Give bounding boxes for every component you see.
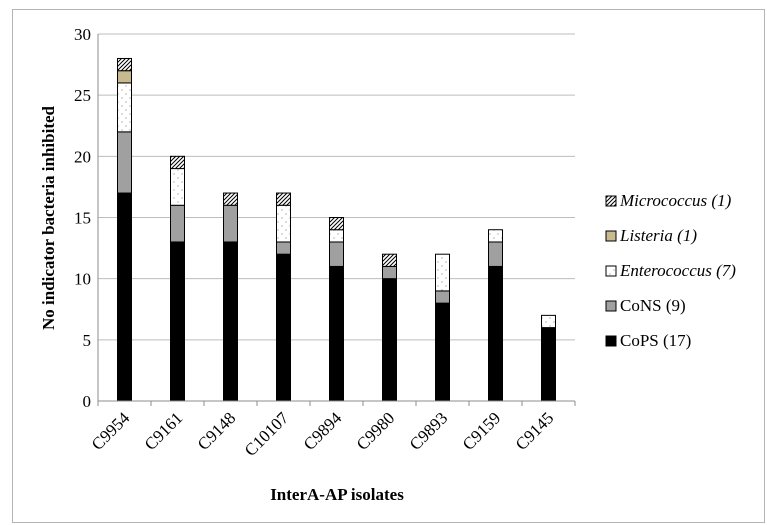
bar-segment-cops-c9159 bbox=[488, 265, 503, 402]
legend-label: CoNS (9) bbox=[620, 296, 686, 315]
bar-segment-micrococcus-c9161 bbox=[170, 155, 185, 170]
legend-label: Micrococcus (1) bbox=[619, 191, 732, 210]
x-tick-label: C9148 bbox=[194, 408, 239, 453]
bar-segment-cons-c9148 bbox=[223, 204, 238, 243]
bar-segment-cons-c9980 bbox=[382, 265, 397, 280]
chart-frame bbox=[12, 9, 765, 523]
legend-item-cops: CoPS (17) bbox=[605, 331, 691, 350]
x-tick-label: C10107 bbox=[241, 408, 293, 460]
legend-series-name: CoPS bbox=[620, 331, 659, 350]
legend-swatch bbox=[605, 265, 617, 277]
x-tick-label: C9159 bbox=[459, 408, 504, 453]
legend-swatch bbox=[605, 335, 617, 347]
y-tick-label: 15 bbox=[74, 209, 91, 228]
bar-segment-micrococcus-c9954 bbox=[117, 57, 132, 72]
bar-segment-cons-c10107 bbox=[276, 241, 291, 255]
x-tick-labels: C9954 C9161 C9148 C10107 C9894 C9980 C9893 C915… bbox=[88, 408, 557, 460]
bar-segment-enterococcus-c9893 bbox=[435, 253, 450, 292]
bar-segment-micrococcus-c10107 bbox=[276, 192, 291, 206]
bar-segment-cops-c9894 bbox=[329, 265, 344, 402]
bar-segment-cons-c9161 bbox=[170, 204, 185, 243]
bar-segment-cops-c9893 bbox=[435, 302, 450, 402]
legend-swatch bbox=[605, 195, 617, 207]
legend-swatch bbox=[605, 300, 617, 312]
bar-segment-enterococcus-c9145 bbox=[541, 314, 556, 329]
y-tick-label: 10 bbox=[74, 270, 91, 289]
bar-segment-enterococcus-c9954 bbox=[117, 82, 132, 133]
legend-label: Enterococcus (7) bbox=[619, 261, 736, 280]
x-tick-label: C9893 bbox=[406, 408, 451, 453]
bar-segment-cons-c9159 bbox=[488, 241, 503, 267]
bar-segment-enterococcus-c9159 bbox=[488, 229, 503, 243]
legend-label: Listeria (1) bbox=[619, 226, 697, 245]
y-tick-label: 30 bbox=[74, 25, 91, 44]
x-tick-label: C9980 bbox=[353, 408, 398, 453]
legend-series-count: (1) bbox=[673, 226, 697, 245]
legend-item-cons: CoNS (9) bbox=[605, 296, 686, 315]
legend-series-count: (17) bbox=[659, 331, 692, 350]
y-tick-label: 5 bbox=[83, 331, 92, 350]
bar-segment-micrococcus-c9980 bbox=[382, 253, 397, 267]
y-tick-label: 20 bbox=[74, 147, 91, 166]
bar-segment-enterococcus-c10107 bbox=[276, 204, 291, 243]
legend-series-name: Listeria bbox=[619, 226, 673, 245]
legend-item-enterococcus: Enterococcus (7) bbox=[605, 261, 736, 280]
legend-series-count: (9) bbox=[662, 296, 686, 315]
legend-series-name: Enterococcus bbox=[619, 261, 712, 280]
y-tick-labels: 0 5 10 15 20 25 30 bbox=[74, 25, 91, 411]
legend-item-micrococcus: Micrococcus (1) bbox=[605, 191, 732, 210]
bar-segment-listeria-c9954 bbox=[117, 70, 132, 84]
x-axis-label: InterA-AP isolates bbox=[270, 485, 404, 504]
bar-segment-cops-c9148 bbox=[223, 241, 238, 402]
bar-segment-micrococcus-c9148 bbox=[223, 192, 238, 206]
bar-segment-cops-c9145 bbox=[541, 327, 556, 402]
bar-segment-enterococcus-c9161 bbox=[170, 168, 185, 206]
bar-segment-cops-c10107 bbox=[276, 253, 291, 402]
legend-series-count: (7) bbox=[712, 261, 736, 280]
legend-series-count: (1) bbox=[707, 191, 731, 210]
legend: Micrococcus (1)Listeria (1)Enterococcus … bbox=[605, 191, 736, 350]
legend-label: CoPS (17) bbox=[620, 331, 691, 350]
bar-segment-cons-c9954 bbox=[117, 131, 132, 194]
bar-segment-cops-c9980 bbox=[382, 278, 397, 402]
y-tick-label: 0 bbox=[83, 392, 92, 411]
legend-series-name: CoNS bbox=[620, 296, 662, 315]
y-axis-label: No indicator bacteria inhibited bbox=[39, 105, 58, 330]
bar-segment-cops-c9161 bbox=[170, 241, 185, 402]
legend-item-listeria: Listeria (1) bbox=[605, 226, 697, 245]
legend-series-name: Micrococcus bbox=[619, 191, 708, 210]
bar-segment-enterococcus-c9894 bbox=[329, 229, 344, 243]
x-tick-label: C9894 bbox=[300, 408, 346, 454]
y-tick-label: 25 bbox=[74, 86, 91, 105]
bars-group bbox=[117, 57, 556, 402]
axes bbox=[97, 34, 576, 406]
bar-segment-cops-c9954 bbox=[117, 192, 132, 402]
bar-segment-cons-c9894 bbox=[329, 241, 344, 267]
bar-segment-cons-c9893 bbox=[435, 290, 450, 304]
legend-swatch bbox=[605, 230, 617, 242]
x-tick-label: C9954 bbox=[88, 408, 134, 454]
bar-segment-micrococcus-c9894 bbox=[329, 217, 344, 231]
x-tick-label: C9145 bbox=[512, 408, 557, 453]
x-tick-label: C9161 bbox=[141, 408, 186, 453]
